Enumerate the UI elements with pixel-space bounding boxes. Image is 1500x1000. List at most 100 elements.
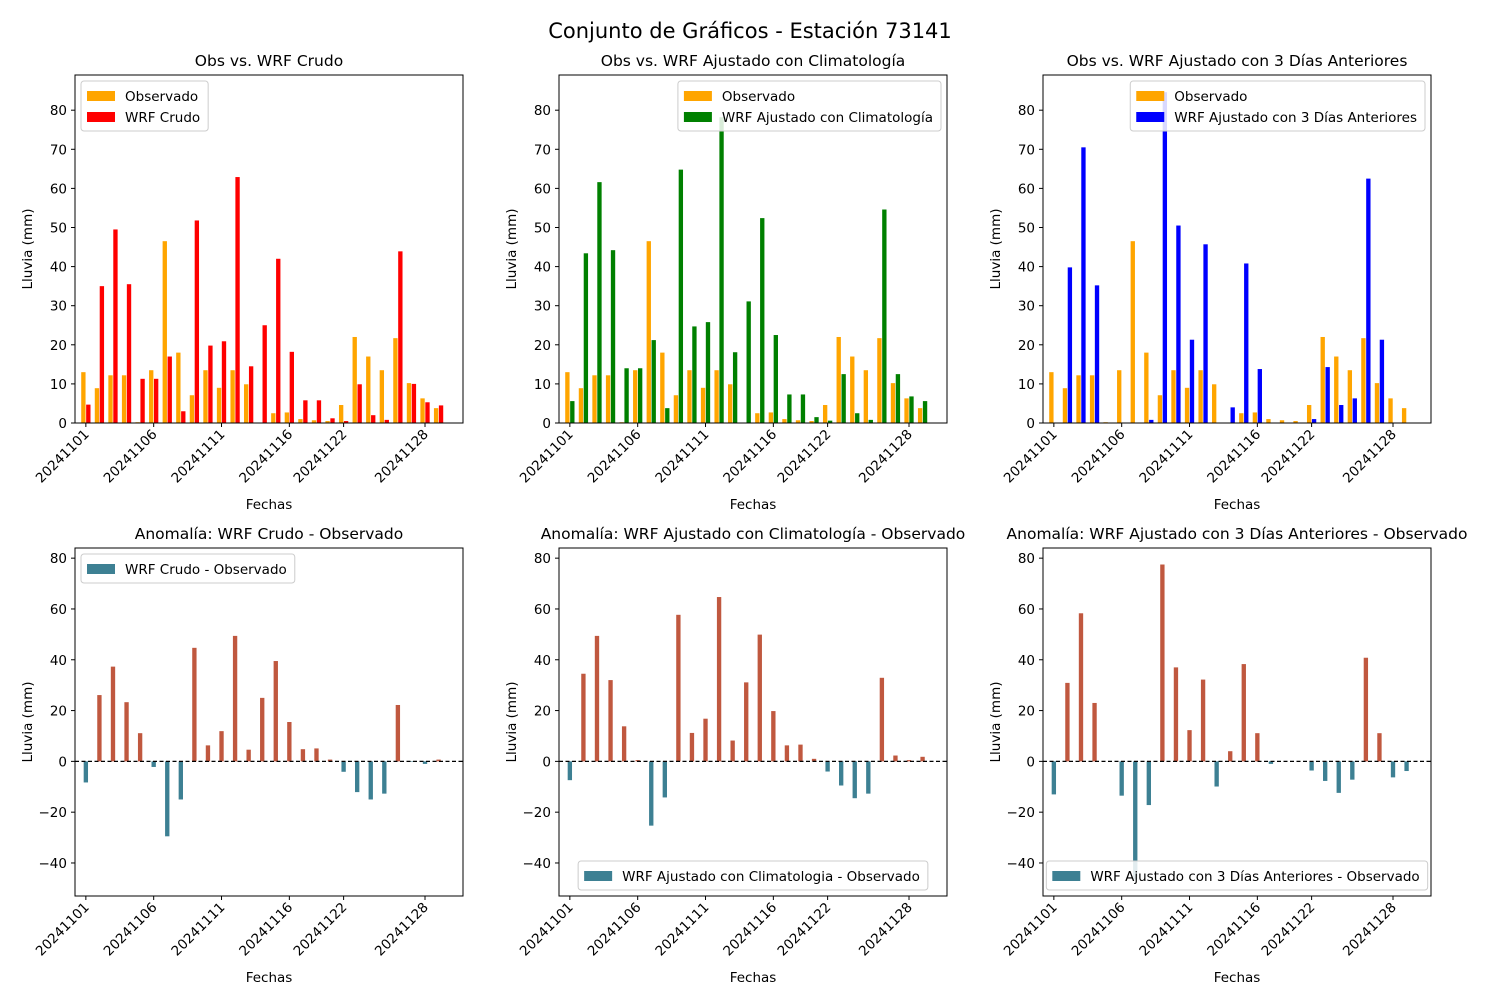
bar-observado-20241128 bbox=[1388, 398, 1393, 423]
legend-label: WRF Crudo bbox=[125, 110, 200, 126]
anomaly-bar-20241110 bbox=[689, 732, 695, 762]
y-axis-label: Lluvia (mm) bbox=[988, 682, 1004, 763]
bar-observado-20241106 bbox=[1117, 370, 1122, 423]
chart-title: Obs vs. WRF Ajustado con Climatología bbox=[601, 52, 906, 70]
anomaly-bar-20241113 bbox=[246, 749, 251, 762]
anomaly-bar-20241124 bbox=[368, 761, 373, 800]
bar-observado-20241126 bbox=[877, 338, 882, 423]
bar-observado-20241115 bbox=[271, 413, 276, 423]
bar-wrf_3dias-20241108 bbox=[1149, 419, 1154, 423]
bar-observado-20241127 bbox=[406, 383, 412, 423]
bar-wrf_3dias-20241126 bbox=[1366, 178, 1371, 423]
y-tick-label: 60 bbox=[50, 602, 67, 618]
bar-wrf_clim-20241128 bbox=[909, 396, 914, 423]
legend-label: Observado bbox=[1174, 89, 1247, 105]
bar-observado-20241115 bbox=[1239, 413, 1244, 423]
y-tick-label: 60 bbox=[50, 181, 67, 197]
anomaly-bar-20241127 bbox=[409, 761, 414, 762]
bar-wrf_crudo-20241111 bbox=[221, 341, 227, 423]
y-tick-label: −20 bbox=[1007, 805, 1036, 821]
chart-title: Obs vs. WRF Crudo bbox=[195, 52, 343, 70]
bar-observado-20241119 bbox=[325, 421, 330, 423]
x-tick-label: 20241101 bbox=[1001, 427, 1061, 487]
y-tick-label: 70 bbox=[1018, 142, 1035, 158]
anomaly-bar-20241116 bbox=[771, 711, 776, 762]
chart-title: Anomalía: WRF Ajustado con Climatología … bbox=[541, 525, 966, 543]
x-axis-label: Fechas bbox=[246, 497, 293, 513]
bar-wrf_crudo-20241118 bbox=[316, 400, 322, 423]
x-tick-label: 20241111 bbox=[1136, 427, 1196, 487]
anomaly-bar-20241104 bbox=[124, 702, 129, 762]
figure-suptitle: Conjunto de Gráficos - Estación 73141 bbox=[548, 19, 952, 43]
legend-swatch bbox=[1136, 91, 1165, 101]
anomaly-bar-20241119 bbox=[327, 759, 333, 762]
x-tick-label: 20241122 bbox=[775, 900, 835, 960]
bar-observado-20241108 bbox=[1144, 352, 1149, 423]
anomaly-bar-20241116 bbox=[287, 722, 292, 762]
anomaly-bar-20241126 bbox=[395, 704, 401, 762]
legend-label: Observado bbox=[125, 89, 198, 105]
legend-swatch bbox=[584, 871, 613, 881]
anomaly-bar-20241109 bbox=[676, 614, 681, 762]
bar-wrf_crudo-20241119 bbox=[330, 418, 335, 423]
y-tick-label: 70 bbox=[50, 142, 67, 158]
y-tick-label: 10 bbox=[50, 377, 67, 393]
bar-observado-20241108 bbox=[660, 352, 665, 423]
bar-wrf_clim-20241123 bbox=[841, 374, 846, 423]
anomaly-bar-20241118 bbox=[314, 748, 319, 762]
x-tick-label: 20241122 bbox=[291, 900, 351, 960]
bar-observado-20241123 bbox=[1320, 336, 1325, 423]
bar-wrf_clim-20241117 bbox=[787, 394, 792, 423]
legend-swatch bbox=[87, 91, 115, 101]
y-tick-label: 0 bbox=[1026, 416, 1035, 432]
y-tick-label: 80 bbox=[1018, 103, 1035, 119]
bar-observado-20241116 bbox=[1252, 412, 1258, 423]
x-tick-label: 20241101 bbox=[517, 427, 577, 487]
plot-area bbox=[559, 548, 947, 896]
anomaly-bar-20241103 bbox=[110, 666, 116, 762]
bar-wrf_clim-20241118 bbox=[800, 394, 806, 423]
y-tick-label: 40 bbox=[534, 260, 551, 276]
anomaly-bar-20241119 bbox=[811, 758, 817, 762]
x-axis-label: Fechas bbox=[246, 970, 293, 986]
x-tick-label: 20241111 bbox=[168, 900, 228, 960]
y-axis-label: Lluvia (mm) bbox=[20, 682, 36, 763]
anomaly-bar-20241101 bbox=[567, 761, 573, 781]
bar-observado-20241112 bbox=[230, 370, 235, 423]
bar-observado-20241122 bbox=[822, 405, 828, 423]
legend-label: Observado bbox=[722, 89, 795, 105]
bar-observado-20241106 bbox=[633, 370, 638, 423]
y-tick-label: 60 bbox=[1018, 181, 1035, 197]
bar-wrf_clim-20241101 bbox=[570, 401, 575, 423]
chart-title: Anomalía: WRF Crudo - Observado bbox=[135, 525, 404, 543]
bar-observado-20241129 bbox=[917, 408, 923, 423]
legend: Observado WRF Crudo bbox=[80, 80, 209, 132]
anomaly-bar-20241112 bbox=[1200, 679, 1206, 762]
bar-observado-20241122 bbox=[1306, 405, 1312, 423]
x-tick-label: 20241106 bbox=[585, 900, 645, 960]
bar-observado-20241128 bbox=[904, 398, 909, 423]
x-tick-label: 20241116 bbox=[1204, 900, 1264, 960]
anomaly-bar-20241105 bbox=[137, 733, 143, 762]
bar-wrf_crudo-20241105 bbox=[140, 378, 145, 423]
y-tick-label: 80 bbox=[534, 103, 551, 119]
legend-box bbox=[577, 860, 929, 891]
anomaly-bar-20241110 bbox=[205, 745, 211, 762]
x-tick-label: 20241111 bbox=[652, 427, 712, 487]
bar-wrf_clim-20241103 bbox=[597, 182, 602, 423]
anomaly-bar-20241115 bbox=[1241, 664, 1246, 762]
anomaly-bar-20241117 bbox=[1268, 761, 1274, 764]
x-tick-label: 20241128 bbox=[372, 900, 432, 960]
bar-observado-20241102 bbox=[578, 388, 584, 423]
bar-observado-20241123 bbox=[352, 336, 357, 423]
y-tick-label: −40 bbox=[523, 856, 552, 872]
bar-wrf_crudo-20241124 bbox=[371, 415, 376, 423]
bar-wrf_crudo-20241115 bbox=[276, 258, 281, 423]
x-tick-label: 20241116 bbox=[236, 427, 296, 487]
bar-wrf_crudo-20241106 bbox=[153, 378, 159, 423]
bar-observado-20241110 bbox=[1171, 370, 1176, 423]
y-tick-label: 80 bbox=[50, 103, 67, 119]
anomaly-bar-20241108 bbox=[662, 761, 667, 798]
bar-observado-20241117 bbox=[782, 419, 787, 423]
